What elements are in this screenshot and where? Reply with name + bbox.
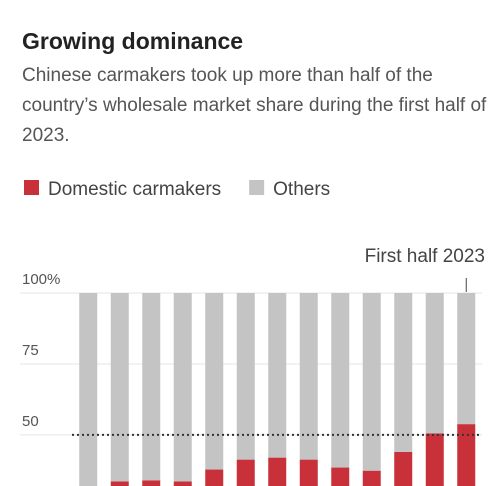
bar-segment — [331, 293, 350, 468]
bar-segment — [394, 451, 413, 486]
bar-segment — [362, 293, 381, 471]
bar-segment — [142, 480, 161, 486]
legend-swatch — [249, 180, 265, 195]
bar-segment — [236, 293, 255, 460]
bar-segment — [79, 293, 98, 486]
header: Growing dominance Chinese carmakers took… — [22, 28, 492, 151]
annotation: First half 2023 — [365, 246, 485, 267]
bar-segment — [394, 293, 413, 452]
bar-segment — [457, 424, 476, 486]
legend-swatch — [24, 180, 39, 195]
y-tick-label: 75 — [22, 342, 39, 359]
bar-segment — [425, 293, 444, 434]
bar-segment — [205, 293, 224, 470]
bar-segment — [268, 293, 287, 458]
bar-segment — [173, 293, 192, 482]
bar-segment — [205, 469, 224, 486]
bar-segment — [425, 433, 444, 486]
legend-label: Domestic carmakers — [48, 179, 221, 200]
bar-segment — [299, 459, 318, 486]
bar-segment — [362, 470, 381, 486]
chart-subtitle: Chinese carmakers took up more than half… — [22, 65, 487, 146]
chart-title: Growing dominance — [22, 28, 244, 54]
bar-segment — [173, 481, 192, 486]
bar-segment — [110, 481, 129, 486]
bar-segment — [110, 293, 129, 482]
bar-segment — [331, 467, 350, 486]
legend-label: Others — [273, 179, 330, 200]
bar-segment — [299, 293, 318, 460]
y-tick-label: 100% — [22, 271, 60, 288]
bar-segment — [142, 293, 161, 481]
bar-segment — [236, 459, 255, 486]
bar-segment — [457, 293, 476, 425]
y-tick-label: 50 — [22, 413, 39, 430]
bar-segment — [268, 457, 287, 486]
